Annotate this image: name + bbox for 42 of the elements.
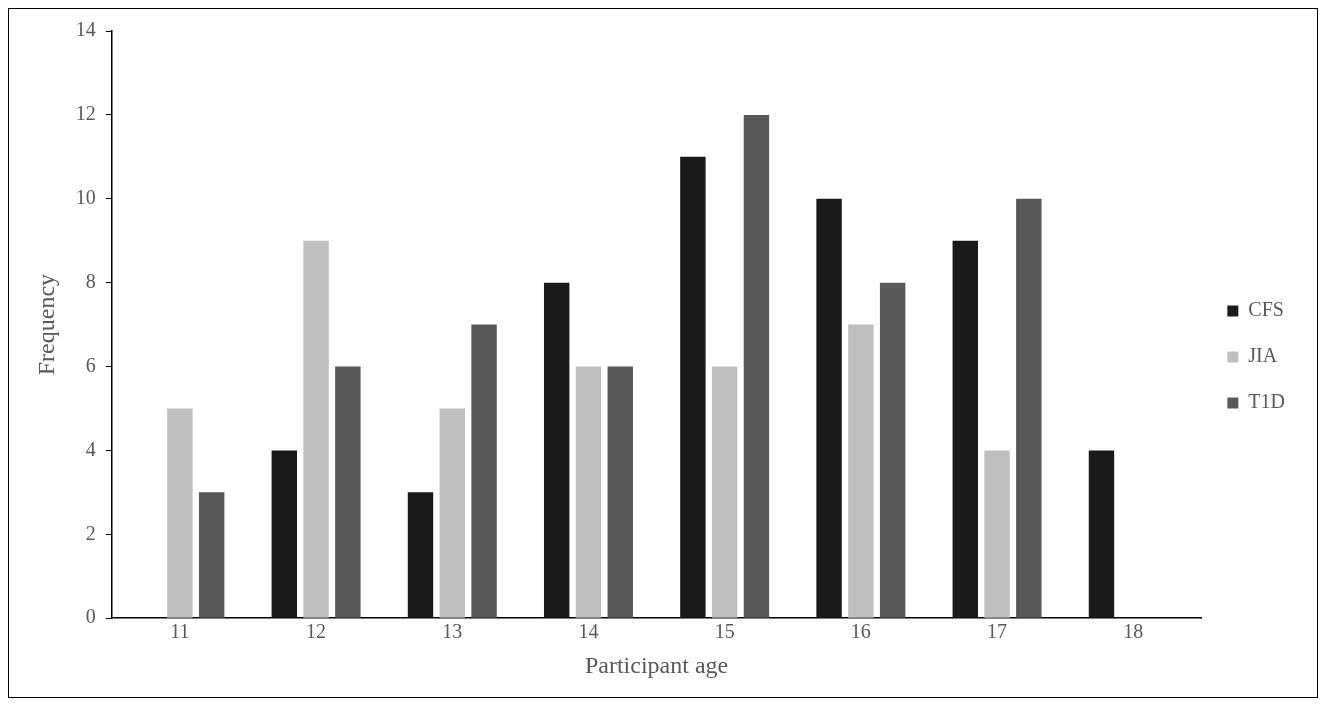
- bar: [167, 408, 193, 618]
- bar: [607, 366, 633, 618]
- legend-label: T1D: [1248, 390, 1286, 413]
- bar: [1088, 450, 1115, 618]
- x-axis-title: Participant age: [584, 651, 729, 678]
- x-tick-label: 16: [850, 620, 871, 643]
- bar: [848, 324, 874, 618]
- bar: [711, 366, 738, 618]
- bar: [743, 114, 770, 618]
- y-tick-label: 2: [85, 521, 96, 544]
- bar: [543, 282, 570, 618]
- y-axis-title: Frequency: [32, 273, 59, 376]
- bar: [198, 492, 225, 618]
- y-tick-label: 6: [85, 353, 96, 376]
- y-tick-label: 8: [85, 269, 96, 292]
- bar: [952, 240, 978, 618]
- bar: [680, 156, 706, 618]
- bar: [984, 450, 1010, 618]
- bar: [471, 324, 497, 618]
- legend-label: CFS: [1248, 298, 1284, 321]
- bar: [575, 366, 602, 618]
- x-tick-label: 18: [1123, 620, 1144, 643]
- x-tick-label: 13: [442, 620, 463, 643]
- bar: [303, 240, 329, 618]
- bar: [271, 450, 298, 618]
- legend-label: JIA: [1248, 344, 1278, 367]
- x-tick-label: 12: [306, 620, 327, 643]
- bar: [335, 366, 361, 618]
- x-tick-label: 14: [578, 620, 599, 643]
- y-tick-label: 10: [75, 186, 96, 209]
- x-tick-label: 15: [714, 620, 735, 643]
- bar: [439, 408, 465, 618]
- bar: [879, 282, 906, 618]
- bar: [407, 492, 434, 618]
- bar: [1016, 198, 1042, 618]
- y-tick-label: 14: [75, 18, 96, 41]
- x-tick-label: 17: [987, 620, 1008, 643]
- y-tick-label: 12: [75, 102, 96, 125]
- y-tick-label: 0: [85, 605, 96, 628]
- y-tick-label: 4: [85, 437, 96, 460]
- x-tick-label: 11: [170, 620, 190, 643]
- bar: [816, 198, 842, 618]
